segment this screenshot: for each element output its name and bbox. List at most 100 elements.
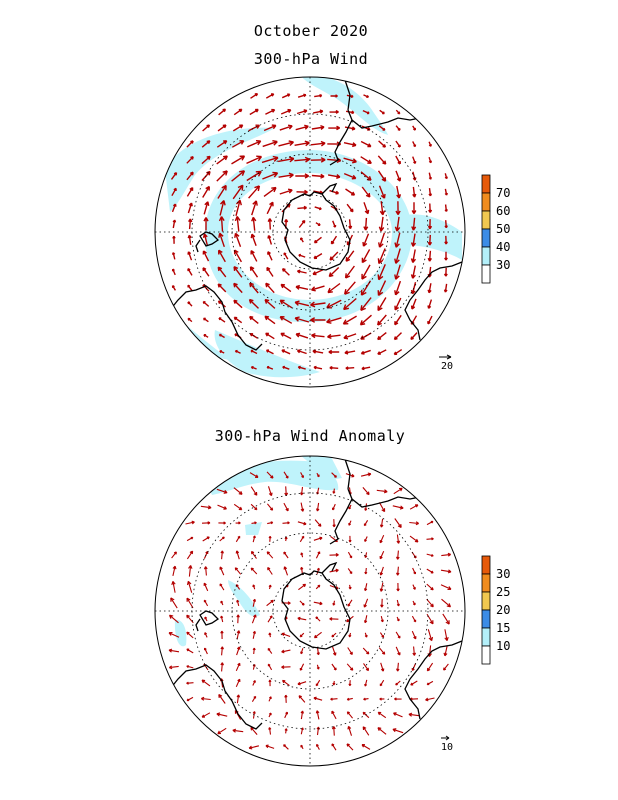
wind-vector-arrow <box>246 155 263 165</box>
legend-label: 60 <box>496 204 510 218</box>
wind-vector-arrow <box>346 697 353 701</box>
wind-vector-arrow <box>360 280 372 296</box>
wind-vector-arrow <box>362 647 370 655</box>
wind-vector-arrow <box>250 233 257 247</box>
wind-vector-arrow <box>410 680 418 686</box>
wind-vector-arrow <box>344 281 356 295</box>
wind-vector-arrow <box>235 521 241 525</box>
wind-vector-arrow <box>202 300 210 307</box>
wind-vector-arrow <box>360 156 372 164</box>
wind-vector-arrow <box>327 333 341 340</box>
wind-vector-arrow <box>444 629 449 642</box>
wind-vector-arrow <box>330 94 338 98</box>
wind-vector-arrow <box>185 520 195 525</box>
wind-vector-arrow <box>252 630 257 639</box>
wind-vector-arrow <box>362 487 370 496</box>
wind-vector-arrow <box>251 521 257 525</box>
wind-vector-arrow <box>284 536 288 542</box>
wind-vector-arrow <box>168 614 179 624</box>
wind-vector-arrow <box>266 471 274 479</box>
wind-vector-arrow <box>348 584 352 590</box>
wind-vector-arrow <box>361 186 371 198</box>
wind-vector-arrow <box>187 284 193 292</box>
wind-vector-arrow <box>219 566 225 576</box>
wind-vector-arrow <box>441 598 452 608</box>
wind-vector-arrow <box>377 155 387 165</box>
wind-vector-arrow <box>311 125 325 130</box>
wind-vector-arrow <box>284 694 288 703</box>
wind-vector-arrow <box>346 711 354 719</box>
wind-vector-arrow <box>332 600 336 606</box>
wind-vector-arrow <box>330 235 338 245</box>
wind-vector-arrow <box>202 536 210 542</box>
wind-vector-arrow <box>233 282 243 294</box>
wind-vector-arrow <box>282 521 290 525</box>
wind-vector-arrow <box>363 663 370 672</box>
wind-vector-arrow <box>201 679 211 687</box>
wind-vector-arrow <box>236 599 240 607</box>
wind-vector-arrow <box>412 171 417 181</box>
wind-vector-arrow <box>265 93 275 99</box>
wind-vector-arrow <box>363 94 370 98</box>
wind-vector-arrow <box>265 108 276 115</box>
wind-vector-arrow <box>296 349 307 355</box>
wind-vector-arrow <box>379 534 385 544</box>
wind-vector-arrow <box>313 696 323 701</box>
wind-vector-arrow <box>252 584 256 590</box>
wind-vector-arrow <box>232 728 244 733</box>
wind-vector-arrow <box>300 237 304 243</box>
wind-vector-arrow <box>219 350 225 354</box>
wind-vector-arrow <box>232 184 244 200</box>
wind-vector-arrow <box>250 93 259 99</box>
wind-vector-arrow <box>315 710 320 720</box>
wind-vector-arrow <box>251 614 257 624</box>
wind-vector-arrow <box>348 219 353 230</box>
wind-vector-arrow <box>394 232 401 248</box>
wind-vector-arrow <box>249 108 259 116</box>
wind-vector-arrow <box>344 126 356 131</box>
wind-vector-arrow <box>201 140 211 148</box>
wind-vector-arrow <box>444 188 448 196</box>
wind-vector-arrow <box>268 712 272 718</box>
anomaly-map: 10 15 20 25 30 10 <box>154 455 510 767</box>
land-outlines <box>169 458 463 730</box>
wind-vector-arrow <box>395 566 400 576</box>
wind-vector-arrow <box>330 697 338 701</box>
lat-lon-grid <box>155 77 465 387</box>
wind-vector-arrow <box>249 472 259 478</box>
wind-vector-arrow <box>426 568 434 574</box>
wind-vector-arrow <box>315 584 321 590</box>
wind-vector-arrow <box>312 349 324 354</box>
wind-vector-arrow <box>428 172 432 180</box>
wind-vector-arrow <box>440 569 452 574</box>
wind-vector-arrow <box>188 218 193 230</box>
wind-vector-arrow <box>442 613 450 625</box>
wind-vector-arrow <box>425 697 435 702</box>
wind-vector-arrow <box>268 679 272 687</box>
wind-vector-arrow <box>361 249 371 264</box>
wind-vector-arrow <box>252 598 257 607</box>
reference-vector-label: 10 <box>441 742 453 753</box>
wind-vector-arrow <box>280 332 292 340</box>
wind-vector-arrow <box>364 552 368 558</box>
wind-vector-arrow <box>360 171 372 181</box>
wind-vector-arrow <box>299 632 305 638</box>
wind-vector-arrow <box>297 205 307 210</box>
wind-vector-arrow <box>186 631 194 639</box>
wind-vector-arrow <box>426 537 434 541</box>
wind-vector-arrow <box>186 187 194 197</box>
wind-vector-arrow <box>344 350 356 355</box>
wind-vector-arrow <box>202 250 210 262</box>
wind-vector-arrow <box>331 743 337 751</box>
wind-vector-arrow <box>428 188 433 197</box>
wind-vector-arrow <box>360 349 371 355</box>
wind-vector-arrow <box>393 349 403 356</box>
wind-vector-arrow <box>204 616 208 622</box>
wind-vector-arrow <box>294 316 310 323</box>
wind-vector-arrow <box>364 567 368 575</box>
map-boundary <box>154 455 466 767</box>
wind-vector-arrow <box>428 156 432 164</box>
wind-vector-arrow <box>299 663 305 671</box>
wind-vector-arrow <box>343 172 357 180</box>
wind-vector-arrow <box>234 216 241 232</box>
